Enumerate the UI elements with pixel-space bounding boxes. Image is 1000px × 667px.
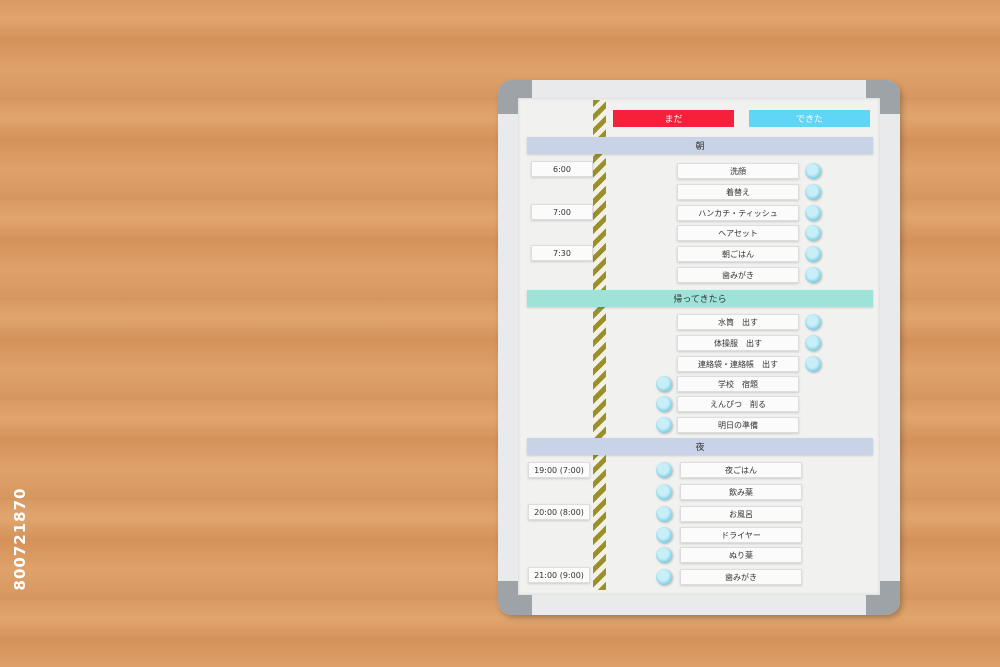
magnet-icon	[805, 314, 821, 330]
task-card: ぬり薬	[680, 547, 802, 563]
task-card: 朝ごはん	[677, 246, 799, 262]
time-card: 20:00 (8:00)	[528, 504, 590, 520]
time-card: 19:00 (7:00)	[528, 462, 590, 478]
magnet-icon	[805, 356, 821, 372]
task-card: 洗顔	[677, 163, 799, 179]
magnet-icon	[805, 205, 821, 221]
task-card: 着替え	[677, 184, 799, 200]
task-card: ハンカチ・ティッシュ	[677, 205, 799, 221]
task-card: 連絡袋・連絡帳 出す	[677, 356, 799, 372]
task-card: 水筒 出す	[677, 314, 799, 330]
time-card: 6:00	[531, 161, 593, 177]
magnet-icon	[805, 246, 821, 262]
magnet-icon	[656, 527, 672, 543]
magnet-icon	[805, 163, 821, 179]
section-header: 朝	[527, 137, 873, 154]
magnet-icon	[656, 376, 672, 392]
magnet-icon	[805, 267, 821, 283]
task-card: 飲み薬	[680, 484, 802, 500]
time-card: 7:30	[531, 245, 593, 261]
task-card: 歯みがき	[680, 569, 802, 585]
task-card: ヘアセット	[677, 225, 799, 241]
watermark: 800721870	[11, 487, 29, 591]
task-card: 体操服 出す	[677, 335, 799, 351]
magnet-icon	[656, 396, 672, 412]
task-card: えんぴつ 削る	[677, 396, 799, 412]
task-card: ドライヤー	[680, 527, 802, 543]
section-header: 夜	[527, 438, 873, 455]
magnet-icon	[805, 225, 821, 241]
task-card: 明日の準備	[677, 417, 799, 433]
magnet-icon	[656, 506, 672, 522]
status-tag: できた	[749, 110, 870, 127]
magnet-icon	[805, 335, 821, 351]
time-card: 21:00 (9:00)	[528, 567, 590, 583]
magnet-icon	[656, 569, 672, 585]
magnet-icon	[656, 484, 672, 500]
task-card: 学校 宿題	[677, 376, 799, 392]
section-header: 帰ってきたら	[527, 290, 873, 307]
status-tag: まだ	[613, 110, 734, 127]
task-card: 歯みがき	[677, 267, 799, 283]
magnet-icon	[656, 462, 672, 478]
magnet-icon	[805, 184, 821, 200]
task-card: お風呂	[680, 506, 802, 522]
magnet-icon	[656, 547, 672, 563]
striped-tape	[593, 100, 606, 590]
time-card: 7:00	[531, 204, 593, 220]
task-card: 夜ごはん	[680, 462, 802, 478]
whiteboard: まだ できた朝 6:00 7:00 7:30 洗顔着替えハンカチ・ティッシュ ヘアセット朝ご…	[498, 80, 900, 615]
magnet-icon	[656, 417, 672, 433]
